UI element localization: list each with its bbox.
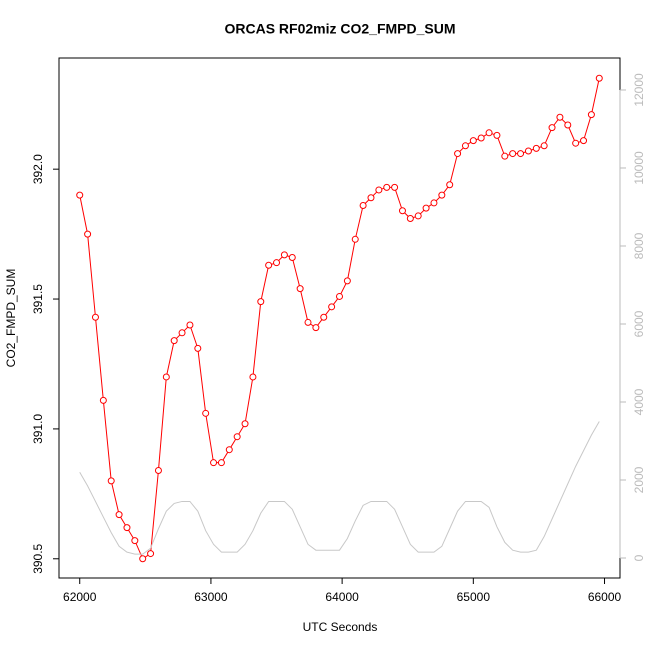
data-point bbox=[446, 181, 454, 189]
data-point bbox=[375, 186, 383, 194]
data-point bbox=[154, 466, 162, 474]
data-point bbox=[540, 142, 548, 150]
y-tick-label: 392.0 bbox=[31, 154, 45, 184]
data-point bbox=[406, 215, 414, 223]
y-tick-label: 390.5 bbox=[31, 543, 45, 573]
y2-tick-label: 12000 bbox=[632, 73, 646, 107]
data-point bbox=[123, 524, 131, 532]
data-point bbox=[320, 313, 328, 321]
data-point bbox=[343, 277, 351, 285]
data-point bbox=[147, 550, 155, 558]
plot-frame bbox=[58, 57, 621, 579]
data-point bbox=[580, 137, 588, 145]
x-axis-label: UTC Seconds bbox=[303, 620, 378, 634]
data-point bbox=[509, 150, 517, 158]
data-point bbox=[202, 409, 210, 417]
data-point bbox=[414, 212, 422, 220]
data-point bbox=[422, 204, 430, 212]
data-point bbox=[398, 207, 406, 215]
data-point bbox=[241, 420, 249, 428]
data-point bbox=[288, 253, 296, 261]
data-point bbox=[564, 121, 572, 129]
data-point bbox=[556, 113, 564, 121]
data-point bbox=[76, 191, 84, 199]
data-point bbox=[328, 303, 336, 311]
y2-tick-label: 0 bbox=[632, 554, 646, 561]
data-point bbox=[485, 129, 493, 137]
data-point bbox=[210, 459, 218, 467]
data-point bbox=[99, 396, 107, 404]
data-point bbox=[84, 230, 92, 238]
x-tick-label: 62000 bbox=[63, 590, 97, 604]
y2-tick-label: 6000 bbox=[632, 310, 646, 337]
data-point bbox=[572, 139, 580, 147]
data-point bbox=[115, 511, 123, 519]
data-point bbox=[548, 124, 556, 132]
data-point bbox=[233, 433, 241, 441]
data-point bbox=[178, 329, 186, 337]
data-point bbox=[391, 183, 399, 191]
y-tick-label: 391.0 bbox=[31, 414, 45, 444]
data-point bbox=[351, 235, 359, 243]
y2-tick-label: 10000 bbox=[632, 151, 646, 185]
data-point bbox=[280, 251, 288, 259]
data-point bbox=[131, 537, 139, 545]
data-point bbox=[367, 194, 375, 202]
data-point bbox=[107, 477, 115, 485]
x-tick-label: 63000 bbox=[194, 590, 228, 604]
data-point bbox=[501, 152, 509, 160]
y2-tick-label: 8000 bbox=[632, 232, 646, 259]
data-point bbox=[517, 150, 525, 158]
data-point bbox=[524, 147, 532, 155]
data-point bbox=[461, 142, 469, 150]
y-tick-label: 391.5 bbox=[31, 284, 45, 314]
data-point bbox=[194, 344, 202, 352]
data-point bbox=[336, 292, 343, 300]
data-point bbox=[438, 191, 446, 199]
data-point bbox=[186, 321, 194, 329]
data-point bbox=[312, 324, 320, 332]
data-point bbox=[162, 373, 170, 381]
data-point bbox=[91, 313, 99, 321]
data-point bbox=[170, 337, 178, 345]
data-point bbox=[477, 134, 485, 142]
data-point bbox=[454, 150, 462, 158]
chart-title: ORCAS RF02miz CO2_FMPD_SUM bbox=[224, 21, 455, 37]
data-point bbox=[532, 144, 540, 152]
y-axis-label: CO2_FMPD_SUM bbox=[4, 269, 18, 368]
data-point bbox=[273, 259, 281, 267]
y2-tick-label: 4000 bbox=[632, 388, 646, 415]
x-tick-label: 66000 bbox=[588, 590, 622, 604]
data-point bbox=[595, 74, 603, 82]
series-line bbox=[79, 421, 600, 555]
data-point bbox=[265, 261, 273, 269]
data-point bbox=[493, 131, 501, 139]
data-point bbox=[359, 202, 367, 210]
data-point bbox=[430, 199, 438, 207]
data-point bbox=[225, 446, 233, 454]
data-point bbox=[383, 183, 391, 191]
x-tick-label: 64000 bbox=[325, 590, 359, 604]
x-tick-label: 65000 bbox=[457, 590, 491, 604]
data-point bbox=[217, 459, 225, 467]
y2-tick-label: 2000 bbox=[632, 466, 646, 493]
data-point bbox=[587, 111, 595, 119]
data-point bbox=[139, 555, 147, 563]
data-point bbox=[296, 285, 304, 293]
data-point bbox=[249, 373, 257, 381]
data-point bbox=[469, 137, 477, 145]
data-point bbox=[304, 318, 312, 326]
data-point bbox=[257, 298, 265, 306]
